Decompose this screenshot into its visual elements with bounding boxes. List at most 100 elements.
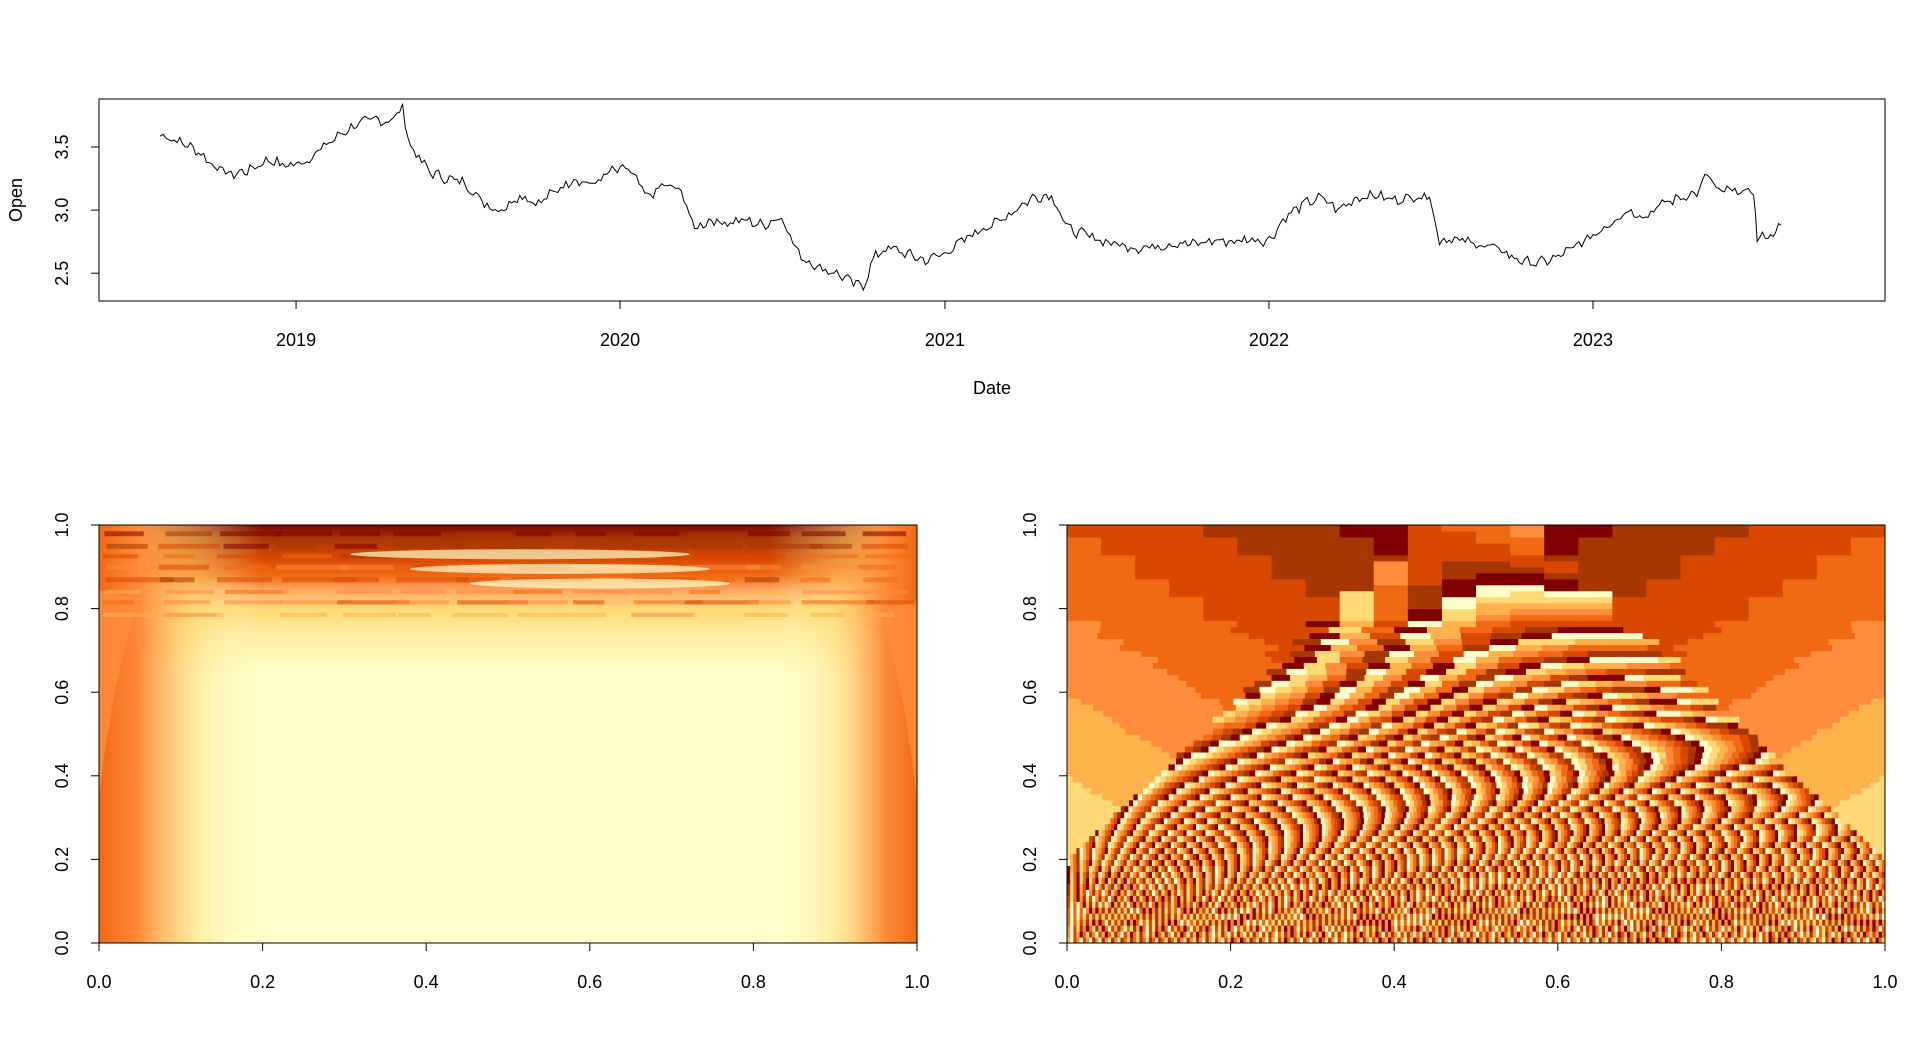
phase-cell <box>1365 937 1370 943</box>
phase-cell <box>1828 889 1833 896</box>
phase-cell <box>1312 883 1317 890</box>
phase-cell <box>1787 877 1792 884</box>
phase-cell <box>1834 901 1839 908</box>
phase-cell <box>1765 919 1770 926</box>
phase-cell <box>1866 883 1870 890</box>
phase-cell <box>1101 877 1106 884</box>
phase-cell <box>1129 901 1134 908</box>
phase-cell <box>1082 925 1087 932</box>
power-band-cell <box>743 589 787 594</box>
phase-cell <box>1752 865 1757 872</box>
phase-cell <box>1844 883 1848 890</box>
phase-cell <box>1290 907 1295 914</box>
phase-cell <box>1510 871 1515 878</box>
phase-cell <box>1085 907 1090 914</box>
phase-cell <box>1765 925 1770 932</box>
phase-cell <box>1299 877 1304 884</box>
phase-cell <box>1120 871 1125 878</box>
phase-cell <box>1365 901 1370 908</box>
phase-cell <box>1787 931 1792 938</box>
phase-cell <box>1183 895 1188 902</box>
phase-cell <box>1645 889 1650 896</box>
phase-cell <box>1513 931 1518 938</box>
phase-cell <box>1705 937 1710 943</box>
phase-cell <box>1431 937 1436 943</box>
phase-cell <box>1218 865 1222 872</box>
phase-cell <box>1828 883 1833 890</box>
phase-cell <box>1089 889 1093 896</box>
power-light-streak <box>350 549 690 560</box>
phase-cell <box>1457 871 1461 878</box>
phase-cell <box>1126 871 1131 878</box>
price-x-tick-label: 2020 <box>600 330 640 350</box>
phase-cell <box>1199 907 1203 914</box>
phase-cell <box>1476 931 1480 938</box>
phase-cell <box>1674 871 1678 878</box>
phase-cell <box>1586 907 1590 914</box>
phase-cell <box>1472 919 1477 926</box>
phase-cell <box>1875 889 1880 896</box>
phase-cell <box>1800 913 1804 920</box>
phase-cell <box>1488 919 1493 926</box>
phase-cell <box>1359 895 1364 902</box>
phase-cell <box>1746 931 1751 938</box>
phase-cell <box>1601 913 1606 920</box>
phase-cell <box>1089 937 1093 943</box>
phase-cell <box>1705 865 1710 872</box>
phase-cell <box>1740 937 1745 943</box>
phase-cell <box>1504 871 1509 878</box>
phase-cell <box>1535 889 1540 896</box>
phase-cell <box>1309 883 1313 890</box>
phase-cell <box>1466 895 1471 902</box>
phase-cell <box>1724 901 1729 908</box>
phase-cell <box>1158 925 1162 932</box>
phase-cell <box>1765 871 1770 878</box>
phase-cell <box>1752 871 1757 878</box>
phase-cell <box>1133 877 1137 884</box>
phase-cell <box>1186 871 1191 878</box>
phase-cell <box>1737 895 1741 902</box>
phase-cell <box>1771 913 1776 920</box>
phase-cell <box>1202 883 1207 890</box>
phase-cell <box>1463 871 1468 878</box>
power-band-cell <box>866 600 916 605</box>
phase-cell <box>1347 919 1351 926</box>
phase-cell <box>1236 919 1241 926</box>
phase-cell <box>1252 919 1257 926</box>
phase-cell <box>1161 865 1166 872</box>
phase-cell <box>1516 931 1521 938</box>
phase-cell <box>1280 883 1285 890</box>
phase-cell <box>1089 871 1093 878</box>
phase-cell <box>1523 889 1527 896</box>
phase-cell <box>1233 883 1238 890</box>
phase-cell <box>1177 877 1181 884</box>
phase-cell <box>1403 895 1408 902</box>
phase-cell <box>1781 925 1785 932</box>
phase-cell <box>1837 919 1842 926</box>
phase-cell <box>1211 889 1216 896</box>
phase-cell <box>1743 913 1748 920</box>
phase-cell <box>1460 883 1465 890</box>
phase-cell <box>1689 925 1694 932</box>
phase-cell <box>1101 901 1106 908</box>
phase-cell <box>1878 889 1883 896</box>
phase-cell <box>1740 871 1745 878</box>
phase-cell <box>1872 913 1877 920</box>
phase-cell <box>1743 901 1748 908</box>
phase-cell <box>1381 913 1386 920</box>
phase-cell <box>1114 883 1118 890</box>
phase-cell <box>1290 919 1295 926</box>
phase-cell <box>1881 907 1885 914</box>
phase-cell <box>1815 919 1820 926</box>
phase-cell <box>1800 907 1804 914</box>
phase-cell <box>1727 907 1732 914</box>
phase-cell <box>1419 907 1424 914</box>
phase-cell <box>1397 895 1402 902</box>
phase-cell <box>1510 901 1515 908</box>
phase-cell <box>1403 883 1408 890</box>
phase-cell <box>1444 907 1449 914</box>
phase-cell <box>1365 889 1370 896</box>
phase-cell <box>1790 889 1795 896</box>
phase-cell <box>1246 895 1251 902</box>
